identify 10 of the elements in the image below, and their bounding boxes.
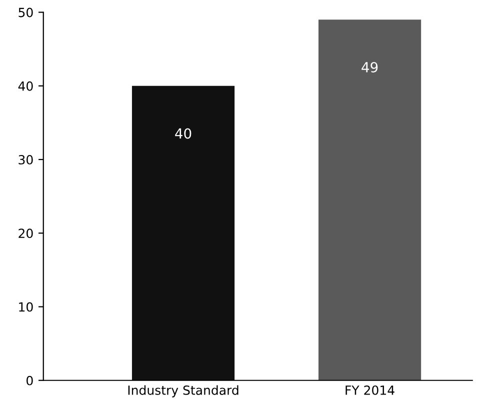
x-tick-label: Industry Standard (128, 385, 238, 398)
data-label: 40 (175, 128, 192, 139)
y-tick-label: 50 (18, 8, 33, 18)
y-tick-label: 40 (18, 81, 33, 91)
y-tick-label: 0 (26, 376, 33, 386)
data-label: 49 (362, 62, 378, 72)
y-tick-label: 30 (18, 154, 33, 164)
y-tick-label: 20 (18, 228, 33, 238)
x-tick-label: FY 2014 (346, 385, 394, 395)
y-tick-label: 10 (19, 302, 33, 312)
